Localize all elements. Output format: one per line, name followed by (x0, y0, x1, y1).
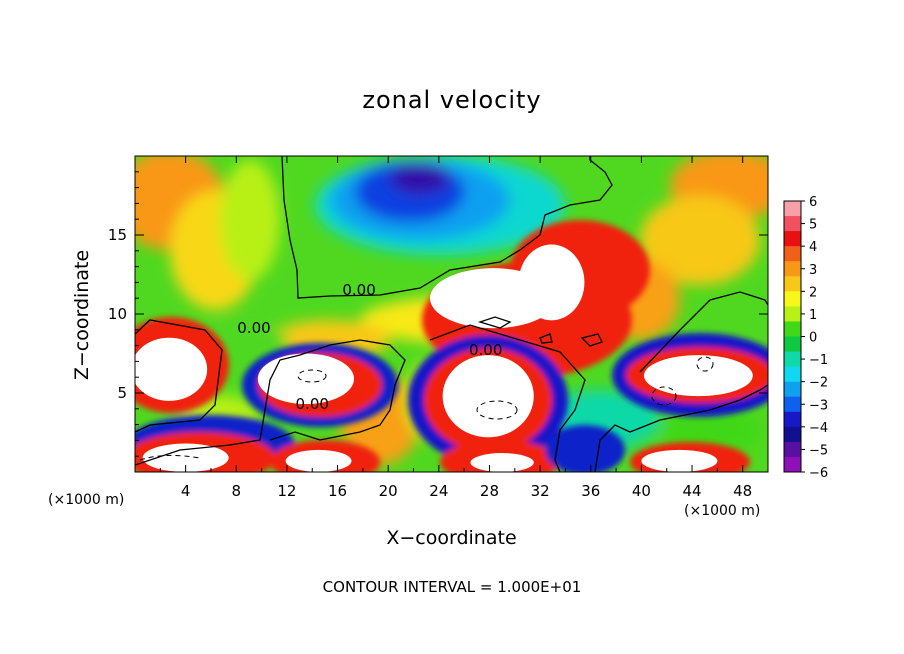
x-tick-label: 16 (328, 482, 347, 500)
colorbar-tick-label: 5 (809, 218, 817, 233)
saturated-region-4 (442, 355, 534, 438)
colorbar-swatch (784, 246, 801, 262)
x-tick-label: 4 (181, 482, 191, 500)
saturated-region-8 (470, 453, 534, 472)
colorbar-tick-label: 3 (809, 263, 817, 278)
saturated-region-1 (257, 353, 355, 405)
colorbar-swatch (784, 201, 801, 217)
y-tick-label: 5 (117, 384, 127, 402)
saturated-regions (135, 244, 753, 472)
x-tick-label: 48 (733, 482, 752, 500)
x-tick-label: 40 (632, 482, 651, 500)
colorbar-tick-label: −6 (809, 466, 828, 481)
colorbar-swatch (784, 366, 801, 383)
colorbar-tick-label: 0 (809, 331, 817, 346)
y-axis: 5 10 15 (108, 171, 768, 457)
y-axis-label: Z−coordinate (71, 249, 93, 381)
colorbar-swatch (784, 396, 801, 413)
saturated-region-0 (135, 337, 208, 401)
colorbar-swatch (784, 456, 801, 473)
colorbar-tick-label: −4 (809, 421, 828, 436)
colorbar-swatch (784, 306, 801, 322)
colorbar-tick-label: 1 (809, 308, 817, 323)
x-tick-label: 8 (232, 482, 242, 500)
colorbar-tick-label: 2 (809, 285, 817, 300)
colorbar-swatch (784, 426, 801, 443)
colorbar-swatch (784, 231, 801, 247)
x-tick-label: 32 (531, 482, 550, 500)
colorbar-swatch (784, 441, 801, 458)
colorbar-swatch (784, 276, 801, 292)
colorbar-tick-label: −5 (809, 443, 828, 458)
x-unit-right: (×1000 m) (684, 503, 761, 519)
contour-label: 0.00 (237, 319, 270, 337)
x-tick-label: 24 (429, 482, 448, 500)
x-tick-label: 44 (682, 482, 701, 500)
x-tick-label: 28 (480, 482, 499, 500)
x-unit-left: (×1000 m) (48, 492, 125, 508)
colorbar-tick-label: −2 (809, 376, 828, 391)
x-axis-label: X−coordinate (386, 527, 517, 549)
colorbar-swatch (784, 321, 801, 337)
contour-label: 0.00 (296, 395, 329, 413)
colorbar: 6 5 4 3 2 1 0 −1 −2 −3 −4 −5 −6 (783, 195, 828, 481)
contour-label: 0.00 (469, 341, 502, 359)
saturated-region-9 (641, 449, 718, 472)
colorbar-tick-label: −3 (809, 398, 828, 413)
colorbar-swatch (784, 216, 801, 232)
saturated-region-5 (643, 355, 753, 397)
y-tick-label: 10 (108, 305, 127, 323)
velocity-field: 0.00 0.00 0.00 0.00 (135, 156, 768, 472)
x-tick-label: 12 (277, 482, 296, 500)
x-tick-label: 20 (379, 482, 398, 500)
contour-interval-note: CONTOUR INTERVAL = 1.000E+01 (322, 578, 582, 596)
saturated-region-6 (142, 443, 229, 472)
x-axis: 4 8 12 16 20 24 28 32 36 40 44 48 (159, 156, 769, 500)
colorbar-tick-label: 4 (809, 240, 817, 255)
x-tick-label: 36 (581, 482, 600, 500)
colorbar-swatch (784, 411, 801, 428)
y-tick-label: 15 (108, 226, 127, 244)
colorbar-swatch (784, 261, 801, 277)
chart-title: zonal velocity (362, 86, 542, 114)
saturated-region-3 (518, 244, 585, 321)
colorbar-swatch (784, 381, 801, 398)
colorbar-swatch (784, 351, 801, 368)
contour-label: 0.00 (342, 281, 375, 299)
colorbar-tick-label: −1 (809, 353, 828, 368)
colorbar-swatch (784, 291, 801, 307)
saturated-region-7 (285, 449, 352, 472)
colorbar-swatch (784, 336, 801, 353)
colorbar-tick-label: 6 (809, 195, 817, 210)
